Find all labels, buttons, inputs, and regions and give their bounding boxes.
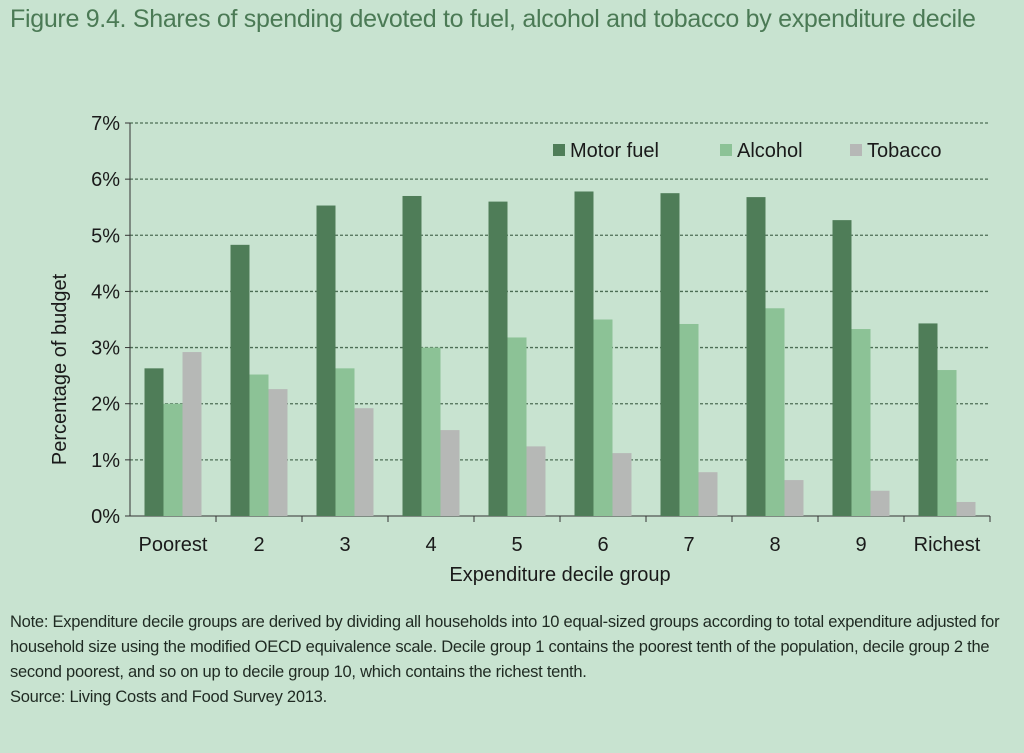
y-tick-label: 7% (91, 113, 120, 135)
figure-title: Figure 9.4. Shares of spending devoted t… (10, 5, 976, 33)
bar-alcohol (765, 308, 785, 516)
bar-motor-fuel (746, 197, 766, 516)
bar-tobacco (956, 501, 976, 516)
legend-swatch (720, 144, 732, 156)
bar-motor-fuel (230, 244, 250, 516)
y-tick-label: 5% (91, 225, 120, 247)
bar-alcohol (593, 319, 613, 516)
bar-motor-fuel (918, 323, 938, 516)
bar-tobacco (698, 472, 718, 516)
bar-tobacco (870, 490, 890, 516)
bar-tobacco (526, 446, 546, 516)
bar-alcohol (679, 323, 699, 516)
x-tick-label: Poorest (139, 534, 208, 556)
bar-motor-fuel (488, 201, 508, 516)
bar-motor-fuel (660, 193, 680, 516)
legend-swatch (553, 144, 565, 156)
x-tick-label: 8 (769, 534, 780, 556)
bar-tobacco (784, 480, 804, 516)
x-tick-label: 5 (511, 534, 522, 556)
bar-tobacco (268, 389, 288, 516)
bar-alcohol (851, 329, 871, 516)
y-tick-label: 1% (91, 450, 120, 472)
x-tick-label: 7 (683, 534, 694, 556)
bar-alcohol (421, 347, 441, 516)
y-tick-label: 6% (91, 169, 120, 191)
legend-label: Motor fuel (570, 140, 659, 162)
x-tick-label: 3 (339, 534, 350, 556)
y-tick-label: 3% (91, 338, 120, 360)
x-tick-label: 6 (597, 534, 608, 556)
bar-chart: 0% 1% 2% 3% 4% 5% 6% 7% Poorest 2 3 4 5 6 7 8 9 Richest Ex… (49, 113, 991, 586)
legend-label: Alcohol (737, 140, 803, 162)
y-axis-title: Percentage of budget (49, 273, 71, 465)
bar-alcohol (163, 403, 183, 516)
bar-alcohol (937, 370, 957, 516)
legend-label: Tobacco (867, 140, 942, 162)
x-axis-title: Expenditure decile group (449, 564, 670, 586)
bar-tobacco (612, 453, 632, 516)
y-tick-label: 0% (91, 506, 120, 528)
source-text: Source: Living Costs and Food Survey 201… (10, 688, 327, 706)
bar-motor-fuel (574, 191, 594, 516)
y-tick-label: 2% (91, 394, 120, 416)
x-tick-label: 9 (855, 534, 866, 556)
bar-motor-fuel (832, 220, 852, 516)
figure-note: Note: Expenditure decile groups are deri… (10, 610, 1020, 710)
note-text: Note: Expenditure decile groups are deri… (10, 613, 1000, 681)
bar-motor-fuel (144, 368, 164, 516)
bar-alcohol (335, 368, 355, 516)
bar-motor-fuel (402, 195, 422, 516)
bar-alcohol (249, 374, 269, 516)
bar-alcohol (507, 337, 527, 516)
x-tick-label: 2 (253, 534, 264, 556)
legend-swatch (850, 144, 862, 156)
x-tick-label: 4 (425, 534, 436, 556)
bar-tobacco (440, 430, 460, 516)
bar-tobacco (182, 352, 202, 516)
x-tick-label: Richest (914, 534, 981, 556)
bar-motor-fuel (316, 205, 336, 516)
y-tick-label: 4% (91, 281, 120, 303)
bar-tobacco (354, 408, 374, 516)
